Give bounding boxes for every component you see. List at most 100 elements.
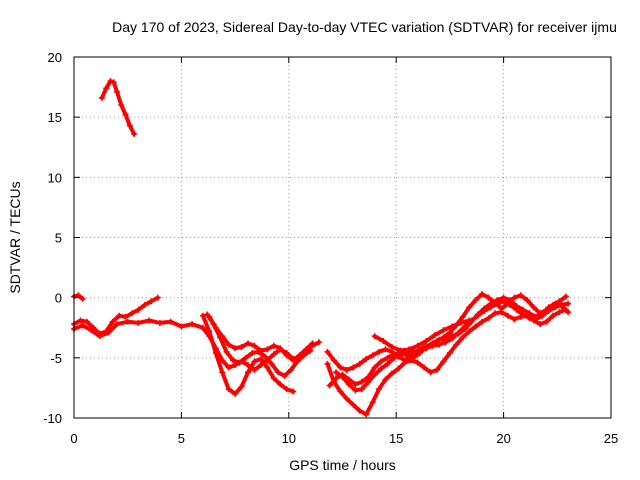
data-point [270,375,277,382]
data-point [232,345,239,352]
data-point [352,381,359,388]
data-point [333,369,340,376]
data-point [345,376,352,383]
data-point [421,364,428,371]
data-point [88,327,95,334]
data-point [376,386,383,393]
data-point [513,303,520,310]
data-point [466,317,473,324]
x-tick-label: 10 [282,431,296,446]
data-point [403,352,410,359]
data-point [431,331,438,338]
data-point [365,374,372,381]
data-point [79,295,86,302]
data-point [446,350,453,357]
data-point [109,318,116,325]
data-point [244,340,251,347]
data-point [343,395,350,402]
data-point [124,318,131,325]
data-point [79,322,86,329]
data-point [281,372,288,379]
data-point [427,369,434,376]
data-point [436,336,443,343]
data-point [532,313,539,320]
data-point [414,359,421,366]
data-point [326,382,333,389]
y-tick-label: -5 [50,351,62,366]
data-point [287,366,294,373]
data-point [113,321,120,328]
data-point [363,356,370,363]
data-point [391,351,398,358]
data-point [212,350,219,357]
data-point [565,309,572,316]
data-point [324,360,331,367]
data-point [519,306,526,313]
data-point [371,333,378,340]
data-point [212,324,219,331]
data-point [384,354,391,361]
data-point [264,346,271,353]
data-point [189,321,196,328]
data-point [539,310,546,317]
data-point [236,359,243,366]
data-point [148,298,155,305]
data-point [110,79,117,86]
data-point [378,358,385,365]
data-series-track-b [71,294,161,337]
data-point [238,383,245,390]
data-point [487,300,494,307]
data-point [492,310,499,317]
data-point [485,294,492,301]
data-point [350,364,357,371]
data-point [401,359,408,366]
y-tick-label: -10 [43,411,62,426]
data-point [384,360,391,367]
data-point [178,323,185,330]
data-series-track-d [199,312,297,397]
data-point [122,313,129,320]
x-tick-label: 20 [496,431,510,446]
data-point [358,386,365,393]
y-tick-label: 15 [48,110,62,125]
data-point [457,319,464,326]
data-point [128,310,135,317]
data-point [517,292,524,299]
data-point [442,335,449,342]
data-point [135,306,142,313]
data-point [268,360,275,367]
data-point [277,381,284,388]
data-point [479,291,486,298]
data-point [156,319,163,326]
data-point [498,309,505,316]
data-point [446,329,453,336]
data-point [105,329,112,336]
data-point [146,317,153,324]
data-point [290,357,297,364]
data-point [440,358,447,365]
data-point [414,342,421,349]
data-point [337,364,344,371]
data-point [395,365,402,372]
y-tick-label: 10 [48,170,62,185]
data-point [550,312,557,319]
data-point [526,310,533,317]
data-point [324,348,331,355]
data-point [472,323,479,330]
data-point [167,318,174,325]
data-point [96,333,103,340]
data-point [356,407,363,414]
data-point [507,297,514,304]
data-point [380,337,387,344]
data-point [410,354,417,361]
x-axis-label: GPS time / hours [289,457,396,473]
data-point [238,344,245,351]
data-point [330,357,337,364]
data-point [556,309,563,316]
data-point [219,369,226,376]
data-point [257,347,264,354]
data-point [410,348,417,355]
data-point [423,344,430,351]
data-point [315,339,322,346]
